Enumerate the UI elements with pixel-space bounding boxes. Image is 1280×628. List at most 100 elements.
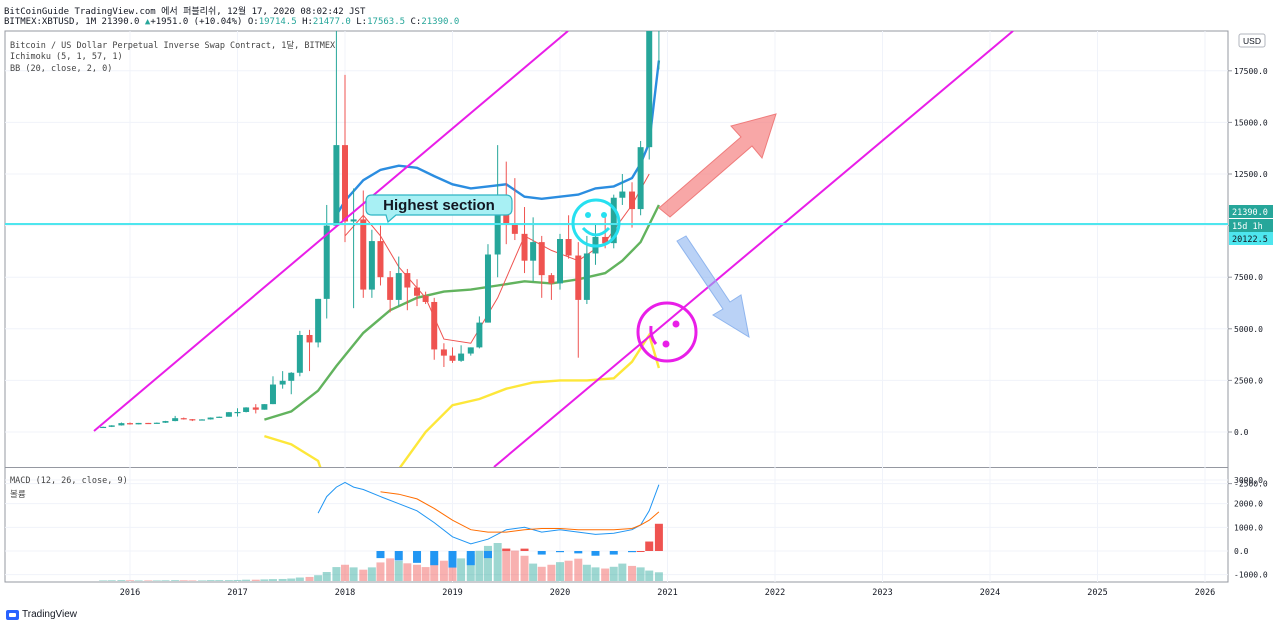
volume-bar	[376, 562, 385, 581]
candle	[565, 215, 572, 259]
volume-bar	[349, 567, 358, 581]
macd-histogram-bar	[448, 551, 457, 568]
close-value: 21390.0	[421, 17, 460, 27]
candle	[440, 343, 447, 367]
volume-bar	[171, 580, 180, 581]
year-tick-label: 2020	[550, 588, 570, 598]
volume-bar	[107, 580, 116, 581]
year-tick-label: 2018	[335, 588, 355, 598]
brand-label: TradingView	[22, 609, 78, 620]
volume-bar	[332, 567, 341, 581]
volume-bar	[645, 570, 654, 581]
instrument-title: Bitcoin / US Dollar Perpetual Inverse Sw…	[10, 41, 336, 51]
candle	[323, 204, 330, 319]
volume-bar	[206, 580, 215, 581]
candle	[360, 190, 367, 298]
candle	[288, 372, 295, 395]
volume-bar	[493, 543, 502, 581]
channel-upper-line[interactable]	[93, 31, 569, 432]
time-axis[interactable]: 2016 2017 2018 2019 2020 2021 2022 2023 2024 2025…	[120, 588, 1215, 598]
macd-line	[317, 481, 660, 545]
macd-line	[380, 491, 660, 533]
candle	[521, 207, 528, 274]
volume-bar	[367, 567, 376, 581]
macd-axis[interactable]: 3000.0 2000.0 1000.0 0.0 -1000.0	[1234, 476, 1268, 580]
candle	[658, 31, 660, 70]
volume-bar	[287, 578, 296, 581]
price-tick-label: 17500.0	[1234, 67, 1268, 76]
candle	[207, 417, 214, 420]
macd-histogram-bar	[376, 551, 385, 559]
symbol-label[interactable]: BITMEX:XBTUSD, 1M 21390.0	[4, 17, 140, 27]
candle	[629, 182, 636, 228]
candle	[619, 174, 626, 205]
svg-text:15d 1h: 15d 1h	[1232, 222, 1263, 232]
volume-bar	[609, 566, 618, 581]
macd-histogram-bar	[556, 551, 564, 553]
channel-lower-line[interactable]	[493, 31, 1014, 467]
volume-bar	[466, 554, 475, 581]
candle	[118, 422, 125, 426]
volume-bar	[483, 545, 492, 581]
macd-histogram-bar	[654, 523, 663, 551]
year-tick-label: 2024	[980, 588, 1000, 598]
year-tick-label: 2022	[765, 588, 785, 598]
volume-bar	[322, 572, 331, 581]
volume-bar	[215, 580, 224, 581]
volume-bar	[394, 560, 403, 581]
volume-bar	[654, 572, 663, 581]
open-label: O:	[247, 17, 259, 27]
volume-bar	[430, 558, 439, 581]
candle	[431, 297, 438, 360]
macd-pane	[317, 481, 663, 568]
volume-bars	[99, 543, 663, 581]
candle	[127, 422, 133, 425]
grid	[5, 31, 1228, 582]
candle	[296, 330, 303, 377]
candle	[162, 420, 169, 423]
volume-bar	[591, 567, 600, 581]
volume-bar	[564, 560, 573, 581]
svg-text:20122.5: 20122.5	[1232, 235, 1268, 245]
ichimoku-legend[interactable]: Ichimoku (5, 1, 57, 1)	[10, 52, 123, 62]
volume-bar	[601, 568, 610, 581]
candle	[583, 235, 590, 305]
usd-badge[interactable]: USD	[1238, 33, 1266, 48]
macd-legend[interactable]: MACD (12, 26, close, 9)	[10, 476, 128, 486]
highest-section-callout[interactable]: Highest section	[365, 194, 513, 224]
candle	[145, 422, 152, 425]
volume-bar	[152, 580, 161, 581]
change-value: +1951.0 (+10.04%)	[150, 17, 243, 27]
volume-bar	[403, 563, 412, 581]
macd-histogram-bar	[574, 551, 583, 554]
volume-bar	[126, 580, 134, 581]
volume-legend[interactable]: 볼륨	[10, 490, 26, 500]
tradingview-logo[interactable]: TradingView	[6, 609, 77, 620]
volume-bar	[359, 569, 368, 581]
low-label: L:	[356, 17, 368, 27]
macd-histogram-bar	[394, 551, 403, 561]
macd-tick-label: 1000.0	[1234, 523, 1263, 532]
macd-histogram-bar	[609, 551, 618, 555]
candle	[269, 376, 276, 405]
candle	[484, 244, 491, 323]
candle	[592, 223, 599, 265]
macd-tick-label: -1000.0	[1234, 571, 1268, 580]
candle	[575, 242, 582, 358]
candle	[279, 371, 286, 389]
volume-bar	[179, 580, 188, 581]
bb-legend[interactable]: BB (20, close, 2, 0)	[10, 64, 113, 74]
volume-bar	[628, 565, 637, 581]
macd-tick-label: 0.0	[1234, 547, 1249, 556]
candle	[557, 233, 563, 290]
candle	[449, 347, 456, 363]
year-tick-label: 2019	[442, 588, 462, 598]
candle	[458, 345, 465, 362]
candle	[350, 188, 357, 309]
candle	[333, 31, 340, 226]
price-axis[interactable]: 37500.035000.032500.030000.027500.025000…	[1228, 0, 1268, 489]
candle	[368, 229, 375, 298]
volume-bar	[413, 564, 422, 581]
volume-bar	[537, 566, 546, 581]
